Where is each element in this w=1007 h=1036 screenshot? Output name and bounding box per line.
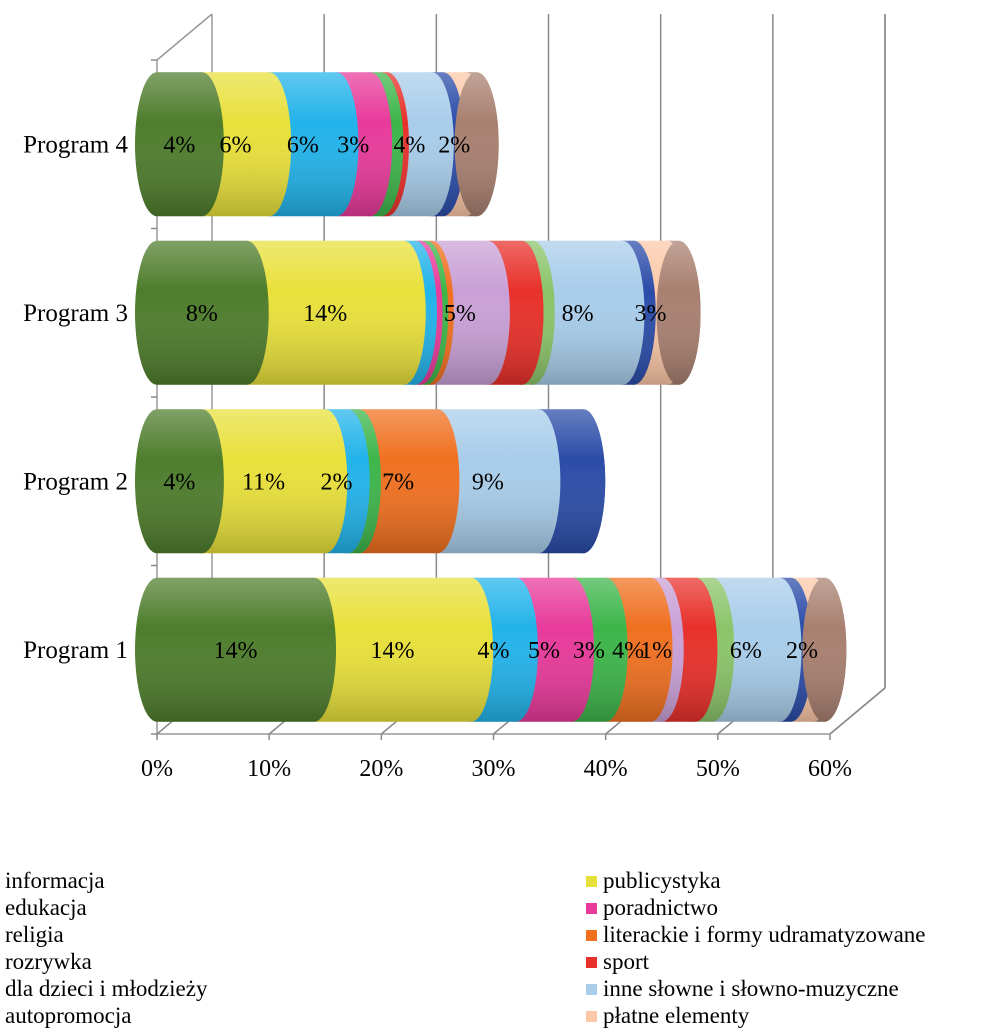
- legend-item-right: inne słowne i słowno-muzyczne: [586, 976, 899, 1002]
- data-label: 3%: [573, 638, 605, 664]
- legend-swatch: [586, 983, 597, 995]
- data-label: 6%: [287, 132, 319, 158]
- top-depth-edge: [156, 13, 213, 61]
- data-label: 11%: [242, 469, 285, 495]
- x-tick-label: 20%: [359, 756, 403, 782]
- legend-item-left: religia: [0, 922, 64, 948]
- legend-label: inne słowne i słowno-muzyczne: [603, 976, 899, 1001]
- legend-item-right: poradnictwo: [586, 895, 718, 921]
- data-label: 6%: [730, 638, 762, 664]
- data-label: 3%: [635, 301, 667, 327]
- data-label: 5%: [528, 638, 560, 664]
- data-label: 8%: [186, 301, 218, 327]
- bar-end-cap-shading: [802, 577, 847, 722]
- legend-label: poradnictwo: [603, 895, 718, 920]
- legend-label: informacja: [5, 868, 105, 893]
- legend-label: sport: [603, 949, 649, 974]
- data-label: 2%: [438, 132, 470, 158]
- data-label: 4%: [478, 638, 510, 664]
- data-label: 14%: [371, 638, 415, 664]
- bar-segment-shading: [224, 240, 426, 385]
- data-label: 4%: [163, 469, 195, 495]
- data-label: 7%: [382, 469, 414, 495]
- data-label: 2%: [786, 638, 818, 664]
- legend-swatch: [586, 956, 597, 968]
- legend-item-left: autopromocja: [0, 1003, 131, 1029]
- data-label: 14%: [214, 638, 258, 664]
- bar-segment-shading: [135, 577, 337, 722]
- data-label: 6%: [220, 132, 252, 158]
- bar-segment-shading: [135, 409, 224, 554]
- bar-end-cap-shading: [454, 72, 499, 217]
- data-label: 14%: [303, 301, 347, 327]
- legend-swatch: [586, 929, 597, 941]
- data-label: 3%: [337, 132, 369, 158]
- bar-segment-shading: [179, 409, 348, 554]
- data-label: 2%: [320, 469, 352, 495]
- legend-label: religia: [5, 922, 64, 947]
- x-tick-label: 50%: [696, 756, 740, 782]
- x-tick-label: 0%: [141, 756, 173, 782]
- data-label: 4%: [612, 638, 644, 664]
- legend-item-left: informacja: [0, 868, 105, 894]
- bar-segment-shading: [135, 240, 269, 385]
- legend-item-left: rozrywka: [0, 949, 92, 975]
- bar-end-cap-shading: [656, 240, 701, 385]
- bar-segment-shading: [135, 72, 224, 217]
- bar-end-cap-shading: [561, 409, 606, 554]
- data-label: 4%: [163, 132, 195, 158]
- legend-swatch: [586, 1010, 597, 1022]
- legend-label: edukacja: [5, 895, 87, 920]
- legend-item-right: sport: [586, 949, 649, 975]
- legend-swatch: [586, 875, 597, 887]
- data-label: 8%: [562, 301, 594, 327]
- bar-segment-shading: [292, 577, 494, 722]
- legend-label: literackie i formy udramatyzowane: [603, 922, 926, 947]
- legend-swatch: [586, 902, 597, 914]
- x-tick-label: 30%: [472, 756, 516, 782]
- legend-item-right: publicystyka: [586, 868, 721, 894]
- floor-gridline: [829, 687, 886, 735]
- legend-label: autopromocja: [5, 1003, 132, 1028]
- legend-item-right: płatne elementy: [586, 1003, 749, 1029]
- category-label: Program 1: [23, 637, 128, 664]
- data-label: 1%: [640, 638, 672, 664]
- legend-item-right: literackie i formy udramatyzowane: [586, 922, 926, 948]
- legend-item-left: dla dzieci i młodzieży: [0, 976, 207, 1002]
- category-label: Program 2: [23, 468, 128, 495]
- legend-label: dla dzieci i młodzieży: [5, 976, 208, 1001]
- legend-item-left: edukacja: [0, 895, 87, 921]
- x-tick-label: 40%: [584, 756, 628, 782]
- category-label: Program 3: [23, 300, 128, 327]
- legend-label: publicystyka: [603, 868, 721, 893]
- legend-label: rozrywka: [5, 949, 92, 974]
- data-label: 4%: [393, 132, 425, 158]
- data-label: 5%: [444, 301, 476, 327]
- data-label: 9%: [472, 469, 504, 495]
- category-label: Program 4: [23, 131, 128, 158]
- legend-label: płatne elementy: [603, 1003, 750, 1028]
- x-tick-label: 10%: [247, 756, 291, 782]
- x-tick-label: 60%: [808, 756, 852, 782]
